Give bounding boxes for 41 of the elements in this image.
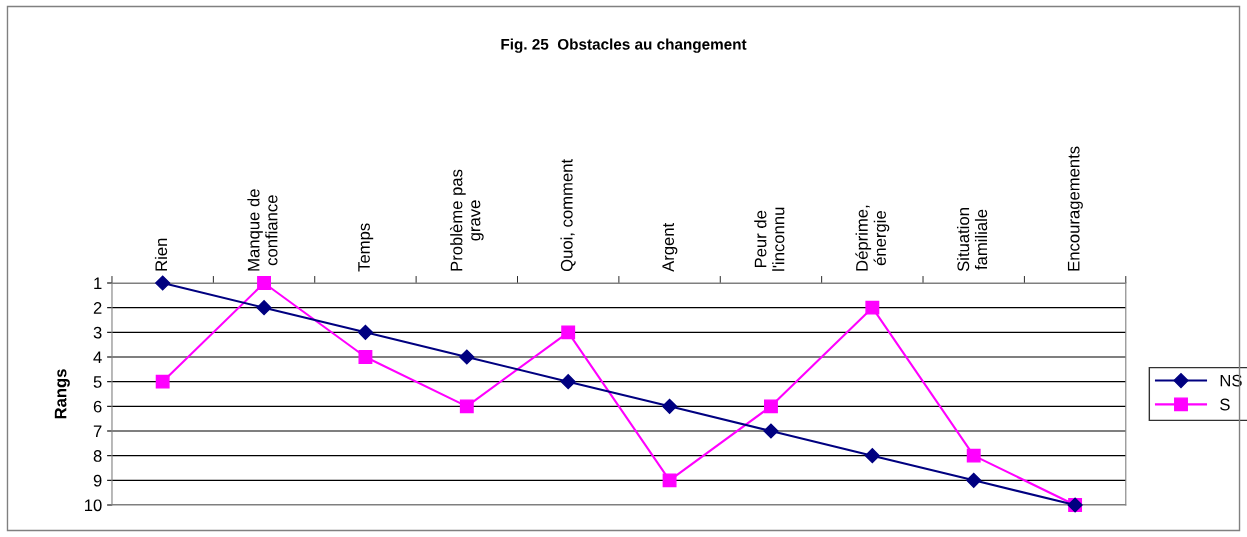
x-tick-label: Manque de confiance [247, 189, 278, 271]
point [459, 349, 475, 365]
point [966, 448, 981, 463]
point [662, 473, 677, 488]
x-tick-label: Situation familiale [956, 208, 988, 272]
point [257, 276, 271, 290]
legend-label: S [1220, 398, 1230, 411]
y-tick-label: 4 [93, 351, 102, 364]
point [561, 325, 576, 340]
point [357, 324, 374, 340]
y-tick-label: 2 [93, 302, 102, 314]
point [662, 398, 678, 414]
chart-title: Fig. 25 Obstacles au changement [501, 38, 747, 53]
point [155, 374, 170, 389]
point [256, 300, 272, 316]
y-axis-title: Rangs [54, 369, 70, 419]
point [966, 472, 982, 488]
point [358, 350, 373, 364]
x-tick-label: Déprime, énergie [855, 205, 890, 271]
point [764, 399, 778, 414]
y-tick-label: 10 [84, 499, 102, 512]
x-tick-label: Rien [154, 238, 168, 271]
x-tick-label: Encouragements [1067, 146, 1083, 271]
point [459, 399, 474, 414]
y-tick-label: 8 [93, 450, 102, 462]
y-tick-label: 7 [93, 425, 102, 438]
point [864, 448, 880, 464]
x-tick-label: Peur de l'inconnu [754, 207, 785, 271]
point [763, 423, 779, 439]
y-tick-label: 3 [93, 326, 102, 339]
point [865, 300, 880, 315]
x-tick-label: Temps [358, 223, 374, 272]
x-tick-label: Argent [662, 222, 678, 272]
y-tick-label: 9 [93, 474, 102, 487]
point [155, 275, 171, 291]
point [560, 374, 576, 390]
y-tick-label: 6 [93, 400, 102, 413]
x-tick-label: Problème pas grave [449, 169, 484, 271]
x-tick-label: Quoi, comment [560, 159, 576, 272]
y-tick-label: 1 [94, 277, 102, 290]
y-tick-label: 5 [93, 376, 102, 388]
